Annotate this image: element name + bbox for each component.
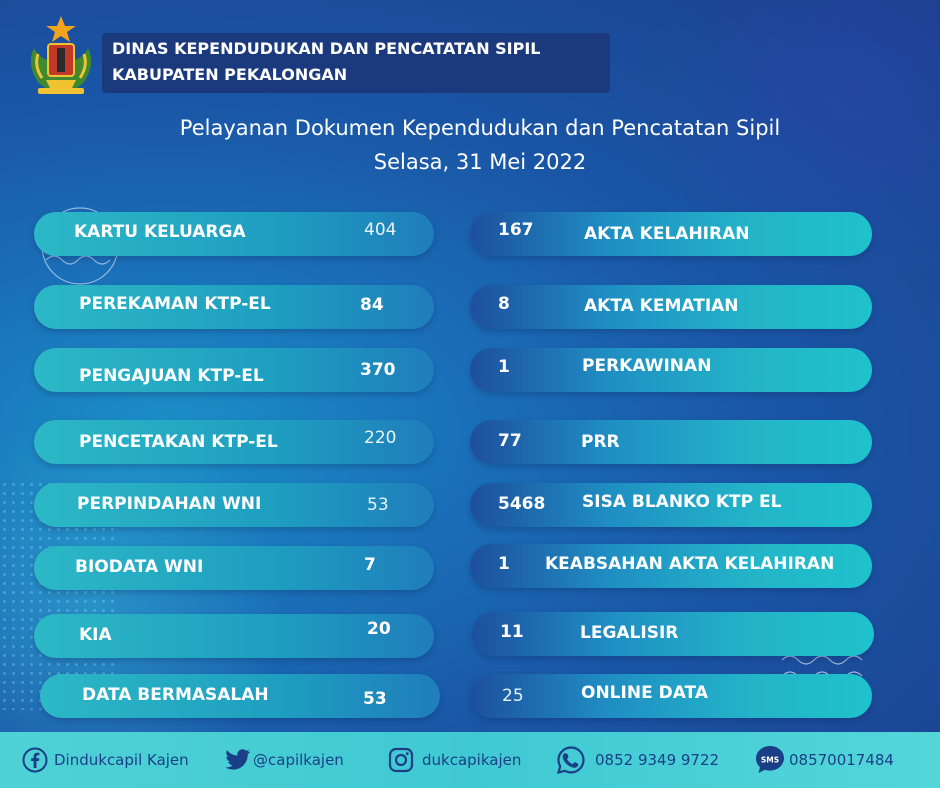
service-row-perpindahan-wni	[34, 483, 434, 527]
footer-whatsapp[interactable]: 0852 9349 9722	[556, 732, 719, 788]
service-count: 220	[364, 428, 397, 448]
instagram-icon	[388, 747, 414, 773]
service-row-kartu-keluarga	[34, 212, 434, 256]
service-label: AKTA KELAHIRAN	[584, 224, 750, 244]
service-label: BIODATA WNI	[75, 557, 204, 577]
footer-twitter[interactable]: @capilkajen	[225, 732, 344, 788]
twitter-handle: @capilkajen	[253, 751, 344, 769]
service-row-sisa-blanko-ktp-el	[470, 483, 872, 527]
service-row-keabsahan-akta-kelahiran	[470, 544, 872, 588]
emblem-logo	[30, 16, 92, 94]
service-row-perekaman-ktp-el	[34, 285, 434, 329]
service-row-kia	[34, 614, 434, 658]
service-label: PERKAWINAN	[582, 356, 712, 376]
service-label: ONLINE DATA	[581, 683, 708, 703]
service-count: 8	[498, 294, 510, 314]
service-row-prr	[470, 420, 872, 464]
twitter-icon	[225, 749, 251, 770]
footer-sms[interactable]: SMS 08570017484	[754, 732, 894, 788]
service-count: 77	[498, 431, 522, 451]
service-row-biodata-wni	[34, 546, 434, 590]
sms-icon: SMS	[756, 746, 784, 773]
service-row-data-bermasalah	[40, 674, 440, 718]
service-count: 404	[364, 220, 397, 240]
service-label: PEREKAMAN KTP-EL	[79, 294, 271, 314]
sms-number: 08570017484	[789, 751, 894, 769]
service-row-legalisir	[472, 612, 874, 656]
service-row-perkawinan	[470, 348, 872, 392]
social-footer: Dindukcapil Kajen @capilkajen dukcapikaj…	[0, 732, 940, 788]
instagram-handle: dukcapikajen	[422, 751, 522, 769]
service-count: 1	[498, 357, 510, 377]
service-label: DATA BERMASALAH	[82, 685, 269, 705]
page-title: Pelayanan Dokumen Kependudukan dan Penca…	[179, 116, 781, 140]
service-label: PENCETAKAN KTP-EL	[79, 432, 278, 452]
whatsapp-icon	[556, 746, 585, 775]
service-count: 84	[360, 295, 384, 315]
service-count: 167	[498, 220, 534, 240]
service-count: 370	[360, 360, 396, 380]
service-label: KARTU KELUARGA	[74, 222, 246, 242]
service-row-pengajuan-ktp-el	[34, 348, 434, 392]
agency-name-line2: KABUPATEN PEKALONGAN	[112, 65, 348, 84]
service-count: 53	[367, 495, 389, 515]
whatsapp-number: 0852 9349 9722	[595, 751, 720, 769]
service-row-pencetakan-ktp-el	[34, 420, 434, 464]
service-label: KIA	[79, 625, 112, 645]
service-label: KEABSAHAN AKTA KELAHIRAN	[545, 554, 835, 574]
service-count: 11	[500, 622, 524, 642]
service-label: LEGALISIR	[580, 623, 679, 643]
service-row-akta-kematian	[470, 285, 872, 329]
service-row-online-data	[470, 674, 872, 718]
service-count: 25	[502, 686, 524, 706]
service-count: 1	[498, 554, 510, 574]
service-label: SISA BLANKO KTP EL	[582, 492, 782, 512]
service-count: 53	[363, 689, 387, 709]
facebook-icon	[22, 747, 48, 773]
agency-name-box: DINAS KEPENDUDUKAN DAN PENCATATAN SIPIL …	[102, 33, 610, 93]
footer-instagram[interactable]: dukcapikajen	[388, 732, 521, 788]
facebook-handle: Dindukcapil Kajen	[54, 751, 189, 769]
agency-name-line1: DINAS KEPENDUDUKAN DAN PENCATATAN SIPIL	[112, 39, 541, 58]
service-count: 5468	[498, 494, 546, 514]
service-label: PRR	[581, 432, 620, 452]
footer-facebook[interactable]: Dindukcapil Kajen	[22, 732, 189, 788]
sms-badge-text: SMS	[761, 756, 779, 765]
page-date: Selasa, 31 Mei 2022	[373, 150, 587, 174]
service-label: PENGAJUAN KTP-EL	[79, 366, 264, 386]
service-row-akta-kelahiran	[470, 212, 872, 256]
service-count: 20	[367, 619, 391, 639]
service-label: PERPINDAHAN WNI	[77, 494, 262, 514]
service-label: AKTA KEMATIAN	[584, 296, 739, 316]
service-count: 7	[364, 555, 376, 575]
